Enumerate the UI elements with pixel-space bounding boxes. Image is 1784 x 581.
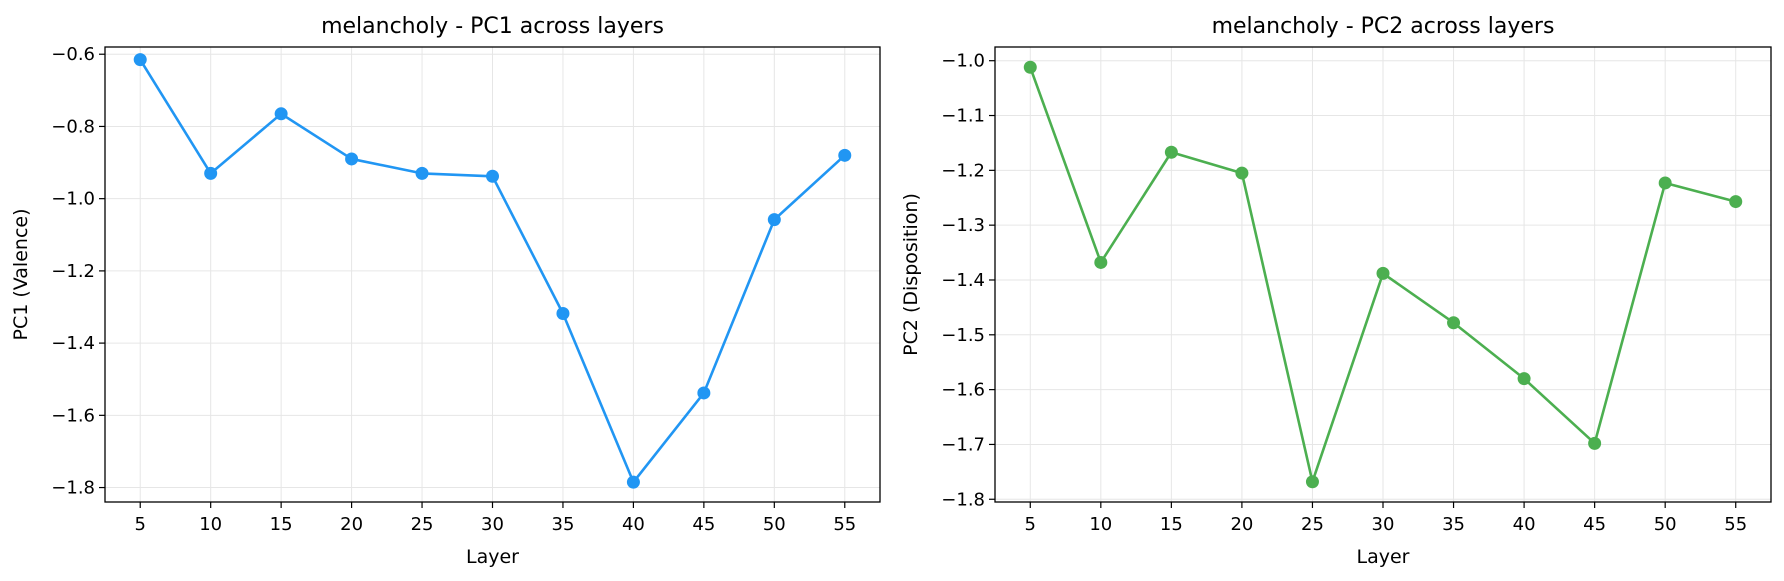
data-point [1235, 166, 1249, 180]
y-tick-label: −1.5 [941, 325, 985, 346]
chart-title: melancholy - PC2 across layers [1212, 14, 1555, 39]
y-tick-label: −1.4 [941, 270, 985, 291]
x-tick-label: 40 [622, 514, 645, 535]
y-tick-label: −1.4 [51, 333, 95, 354]
x-tick-label: 55 [1724, 514, 1747, 535]
x-tick-label: 15 [270, 514, 293, 535]
y-tick-label: −1.0 [51, 189, 95, 210]
x-tick-label: 35 [1442, 514, 1465, 535]
data-point [556, 307, 570, 320]
y-tick-label: −0.8 [51, 116, 95, 137]
chart-panel-pc2: 5 10 15 20 25 30 35 40 45 50 55 −1.0 −1.1 −1.2 −1.3 −1.… [900, 14, 1772, 568]
x-tick-label: 50 [1654, 514, 1677, 535]
x-tick-label: 10 [1089, 514, 1112, 535]
y-tick-label: −1.6 [51, 405, 95, 426]
x-tick-label: 20 [1230, 514, 1253, 535]
data-point [838, 148, 852, 162]
data-point [486, 169, 499, 183]
x-tick-label: 55 [833, 514, 856, 535]
y-tick-label: −1.1 [941, 106, 985, 127]
y-tick-label: −1.6 [941, 380, 985, 401]
data-point [1023, 60, 1037, 74]
data-point [204, 166, 218, 180]
chart-panel-pc1: 5 10 15 20 25 30 35 40 45 50 55 −0.6 −0.8 −1.0 −1.2 −1.… [10, 14, 881, 568]
x-tick-label: 25 [1301, 514, 1324, 535]
data-point [1658, 176, 1672, 190]
data-point [767, 213, 781, 227]
y-axis-label: PC1 (Valence) [10, 209, 32, 341]
x-tick-label: 5 [1025, 514, 1036, 535]
x-tick-label: 25 [411, 514, 434, 535]
y-tick-label: −1.8 [51, 478, 95, 499]
x-tick-label: 45 [692, 514, 715, 535]
data-point [1305, 475, 1319, 489]
x-tick-label: 50 [763, 514, 786, 535]
data-point [626, 475, 640, 489]
data-point [415, 166, 429, 180]
x-axis-label: Layer [466, 546, 519, 568]
y-tick-label: −1.3 [941, 215, 985, 236]
data-point [1588, 436, 1602, 450]
y-axis-label: PC2 (Disposition) [900, 193, 922, 356]
x-tick-label: 45 [1583, 514, 1606, 535]
data-point [697, 386, 711, 400]
x-tick-label: 5 [135, 514, 146, 535]
y-tick-label: −1.2 [941, 160, 985, 181]
data-point [345, 152, 359, 166]
data-point [274, 107, 288, 121]
data-point [1376, 266, 1390, 280]
data-point [1517, 372, 1531, 386]
x-tick-label: 10 [199, 514, 222, 535]
y-tick-label: −1.8 [941, 489, 985, 510]
data-point [1729, 195, 1743, 209]
x-tick-label: 30 [481, 514, 504, 535]
y-tick-label: −1.2 [51, 261, 95, 282]
x-tick-label: 30 [1372, 514, 1395, 535]
y-tick-label: −1.0 [941, 51, 985, 72]
data-point [133, 53, 147, 67]
y-tick-label: −1.7 [941, 434, 985, 455]
x-tick-label: 35 [552, 514, 575, 535]
x-axis-label: Layer [1357, 546, 1410, 568]
data-point [1094, 255, 1108, 269]
x-tick-label: 40 [1513, 514, 1536, 535]
data-point [1164, 145, 1178, 159]
chart-title: melancholy - PC1 across layers [321, 14, 664, 39]
x-tick-label: 20 [340, 514, 363, 535]
x-tick-label: 15 [1160, 514, 1183, 535]
data-point [1447, 316, 1461, 330]
y-tick-label: −0.6 [51, 44, 95, 65]
